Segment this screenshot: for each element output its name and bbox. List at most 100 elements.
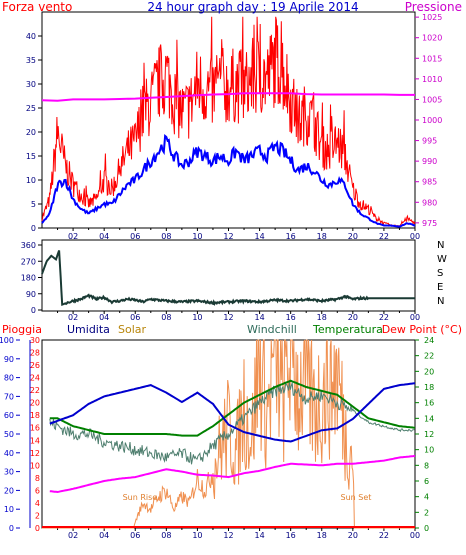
x-tick-label: 04 <box>99 531 109 540</box>
rain-tick-label: 28 <box>30 349 40 358</box>
x-tick-label: 06 <box>130 531 140 540</box>
x-tick-label: 16 <box>286 313 296 322</box>
y2-tick-label: 985 <box>422 178 437 187</box>
x-axis: 02 04 06 08 10 12 14 16 18 20 22 00 <box>57 311 420 322</box>
legend-label: Windchill <box>247 323 297 336</box>
y2-tick-label: 1000 <box>422 116 442 125</box>
y-tick-label: 20 <box>26 128 36 137</box>
y-tick-label: 15 <box>26 152 36 161</box>
rain-tick-label: 12 <box>30 449 40 458</box>
rain-tick-label: 22 <box>30 386 40 395</box>
compass-label: N <box>437 296 444 307</box>
left-y-axis: 0 90 180 270 360 <box>21 241 42 315</box>
humidity-tick-label: 10 <box>4 505 14 514</box>
plot-frame <box>41 11 416 229</box>
temp-tick-label: 20 <box>424 367 434 376</box>
rain-tick-label: 30 <box>30 336 40 345</box>
x-tick-label: 00 <box>410 313 420 322</box>
y-tick-label: 10 <box>26 176 36 185</box>
x-tick-label: 00 <box>410 531 420 540</box>
x-tick-label: 08 <box>161 232 171 241</box>
wind-pressure-panel: Forza vento 24 hour graph day : 19 April… <box>2 0 462 241</box>
y-tick-label: 25 <box>26 104 36 113</box>
y-tick-label: 30 <box>26 80 36 89</box>
y-tick-label: 40 <box>26 32 36 41</box>
x-tick-label: 06 <box>130 313 140 322</box>
y2-tick-label: 995 <box>422 137 437 146</box>
left-axis-title: Forza vento <box>2 0 72 14</box>
humidity-y-axis: 0 10 20 30 40 50 60 70 80 90 100 <box>0 336 20 533</box>
y-tick-label: 35 <box>26 56 36 65</box>
y2-tick-label: 1005 <box>422 95 442 104</box>
humidity-tick-label: 20 <box>4 486 14 495</box>
y2-tick-label: 1025 <box>422 13 442 22</box>
x-tick-label: 20 <box>348 232 358 241</box>
compass-label: N <box>437 240 444 251</box>
x-tick-label: 10 <box>192 232 202 241</box>
y2-tick-label: 1020 <box>422 34 442 43</box>
legend-label: Solar <box>118 323 147 336</box>
x-tick-label: 16 <box>286 232 296 241</box>
legend: Pioggia Umidita Solar Windchill TemperaturaD… <box>2 323 462 336</box>
temp-tick-label: 0 <box>424 524 429 533</box>
right-y-axis: 975 980 985 990 995 1000 1005 1010 1015 1020 1025 <box>415 13 442 228</box>
x-tick-label: 08 <box>161 531 171 540</box>
x-tick-label: 00 <box>410 232 420 241</box>
humidity-tick-label: 70 <box>4 392 14 401</box>
rain-tick-label: 26 <box>30 361 40 370</box>
y2-tick-label: 975 <box>422 219 437 228</box>
rain-tick-label: 24 <box>30 374 40 383</box>
y-tick-label: 0 <box>31 306 36 315</box>
humidity-line <box>49 382 416 443</box>
legend-label: Pioggia <box>2 323 42 336</box>
x-tick-label: 10 <box>192 313 202 322</box>
weather-panel: Pioggia Umidita Solar Windchill TemperaturaD… <box>0 323 462 540</box>
temp-tick-label: 16 <box>424 399 434 408</box>
temperature-line <box>49 379 416 437</box>
x-tick-label: 12 <box>223 313 233 322</box>
humidity-tick-label: 40 <box>4 449 14 458</box>
temp-tick-label: 10 <box>424 446 434 455</box>
sun-annotation: Sun Set <box>340 493 371 502</box>
humidity-tick-label: 60 <box>4 411 14 420</box>
rain-tick-label: 6 <box>35 486 40 495</box>
legend-label: Dew Point (°C) <box>382 323 462 336</box>
plot-series <box>41 250 415 307</box>
sun-annotation: Sun Rise <box>123 493 158 502</box>
x-tick-label: 22 <box>379 531 389 540</box>
legend-label: Temperatura <box>312 323 383 336</box>
temp-tick-label: 22 <box>424 352 434 361</box>
humidity-tick-label: 90 <box>4 355 14 364</box>
annotations: Sun Rise Sun Set <box>123 493 372 502</box>
x-tick-label: 14 <box>254 313 264 322</box>
y-tick-label: 90 <box>26 290 36 299</box>
x-tick-label: 04 <box>99 313 109 322</box>
y-tick-label: 5 <box>31 200 36 209</box>
y2-tick-label: 1015 <box>422 54 442 63</box>
plot-series <box>41 16 416 228</box>
x-tick-label: 02 <box>68 531 78 540</box>
x-tick-label: 14 <box>254 232 264 241</box>
plot-series <box>42 339 416 529</box>
right-axis-title: Pressione <box>405 0 462 14</box>
rain-tick-label: 2 <box>35 511 40 520</box>
y-tick-label: 0 <box>31 224 36 233</box>
rain-tick-label: 14 <box>30 436 40 445</box>
rain-tick-label: 10 <box>30 461 40 470</box>
rain-tick-label: 16 <box>30 424 40 433</box>
x-axis: 02 04 06 08 10 12 14 16 18 20 22 00 <box>57 228 420 241</box>
temp-tick-label: 24 <box>424 336 434 345</box>
legend-label: Umidita <box>67 323 110 336</box>
temp-tick-label: 14 <box>424 414 434 423</box>
pressure-line <box>41 92 415 102</box>
rain-tick-label: 0 <box>35 524 40 533</box>
wind-direction-line <box>41 250 415 307</box>
compass-label: W <box>437 254 447 265</box>
x-tick-label: 18 <box>317 232 327 241</box>
humidity-tick-label: 0 <box>9 524 14 533</box>
rain-tick-label: 8 <box>35 474 40 483</box>
x-tick-label: 20 <box>348 531 358 540</box>
